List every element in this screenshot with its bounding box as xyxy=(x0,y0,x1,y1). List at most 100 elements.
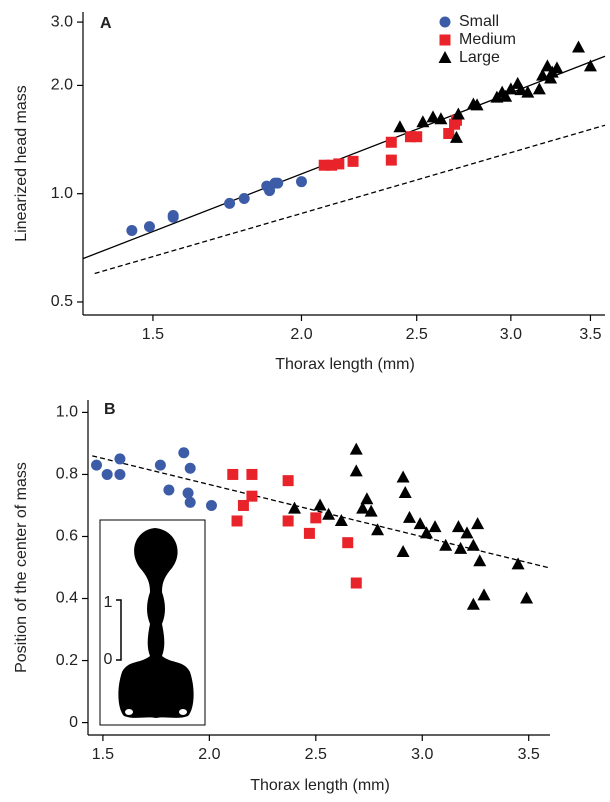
scale-label: 0 xyxy=(104,651,113,668)
point xyxy=(347,155,359,167)
point xyxy=(310,512,322,524)
point xyxy=(449,130,463,143)
point xyxy=(334,513,348,526)
point xyxy=(91,459,103,471)
fit-line xyxy=(92,455,549,569)
point xyxy=(326,159,338,171)
point xyxy=(318,159,330,171)
point xyxy=(402,510,416,523)
point xyxy=(404,131,416,143)
point xyxy=(349,464,363,477)
point xyxy=(184,496,196,508)
point xyxy=(114,468,126,480)
point xyxy=(473,554,487,567)
point xyxy=(572,40,586,53)
y-tick-label: 2.0 xyxy=(51,77,73,94)
point xyxy=(434,112,448,125)
point xyxy=(224,197,236,209)
point xyxy=(471,517,485,530)
point xyxy=(466,597,480,610)
point xyxy=(356,501,370,514)
point xyxy=(385,136,397,148)
panel: 1.5 2.0 2.5 3.0 3.5 0.5 1.0 2.0 3.0 Thorax length… xyxy=(13,12,606,373)
point xyxy=(342,537,354,549)
point xyxy=(360,492,374,505)
fit-line xyxy=(82,55,606,260)
x-tick-label: 2.0 xyxy=(198,746,220,763)
point xyxy=(398,486,412,499)
point xyxy=(272,177,284,189)
legend-label: Medium xyxy=(459,31,516,48)
legend-label: Large xyxy=(459,49,500,66)
y-tick-label: 0.2 xyxy=(56,652,78,669)
y-axis-label: Linearized head mass xyxy=(13,85,30,242)
point xyxy=(143,221,155,233)
point xyxy=(540,59,554,72)
point xyxy=(246,468,258,480)
point xyxy=(295,176,307,188)
point xyxy=(282,515,294,527)
y-tick-label: 3.0 xyxy=(51,13,73,30)
point xyxy=(246,490,258,502)
point xyxy=(428,520,442,533)
point xyxy=(282,475,294,487)
point xyxy=(182,487,194,499)
point xyxy=(470,98,484,111)
point xyxy=(396,544,410,557)
x-axis-label: Thorax length (mm) xyxy=(275,356,415,373)
x-tick-label: 3.0 xyxy=(500,326,522,343)
point xyxy=(499,89,513,102)
point xyxy=(521,85,535,98)
point xyxy=(333,158,345,170)
legend-marker xyxy=(438,51,452,63)
legend-label: Small xyxy=(459,13,499,30)
point xyxy=(238,192,250,204)
y-tick-label: 1.0 xyxy=(56,404,78,421)
point xyxy=(114,453,126,465)
y-tick-label: 0 xyxy=(69,714,78,731)
point xyxy=(451,107,465,120)
point xyxy=(288,501,302,514)
x-tick-label: 2.0 xyxy=(290,326,312,343)
point xyxy=(413,517,427,530)
point xyxy=(451,520,465,533)
point xyxy=(154,459,166,471)
panel: 1.5 2.0 2.5 3.0 3.5 0 0.2 0.4 0.6 0.8 1.0 Thorax le… xyxy=(13,400,550,794)
point xyxy=(504,82,518,95)
point xyxy=(184,462,196,474)
point xyxy=(178,447,190,459)
panel-label: B xyxy=(104,401,116,418)
scale-label: 1 xyxy=(104,594,113,611)
head-silhouette xyxy=(118,528,194,718)
point xyxy=(477,588,491,601)
x-tick-label: 3.5 xyxy=(579,326,601,343)
y-axis-label: Position of the center of mass xyxy=(13,462,30,673)
point xyxy=(205,499,217,511)
point xyxy=(426,110,440,123)
point xyxy=(416,115,430,128)
x-tick-label: 1.5 xyxy=(142,326,164,343)
point xyxy=(350,577,362,589)
point xyxy=(466,538,480,551)
eye-spot xyxy=(125,709,133,715)
point xyxy=(439,538,453,551)
point xyxy=(364,504,378,517)
point xyxy=(371,523,385,536)
eye-spot xyxy=(179,709,187,715)
point xyxy=(167,209,179,221)
x-tick-label: 3.5 xyxy=(518,746,540,763)
legend-marker xyxy=(439,16,451,28)
point xyxy=(420,526,434,539)
x-tick-label: 3.0 xyxy=(411,746,433,763)
point xyxy=(163,484,175,496)
y-tick-label: 0.6 xyxy=(56,528,78,545)
point xyxy=(101,468,113,480)
y-tick-label: 1.0 xyxy=(51,185,73,202)
x-axis-label: Thorax length (mm) xyxy=(250,777,390,794)
point xyxy=(511,557,525,570)
point xyxy=(393,120,407,133)
y-tick-label: 0.8 xyxy=(56,466,78,483)
x-tick-label: 2.5 xyxy=(406,326,428,343)
point xyxy=(237,499,249,511)
